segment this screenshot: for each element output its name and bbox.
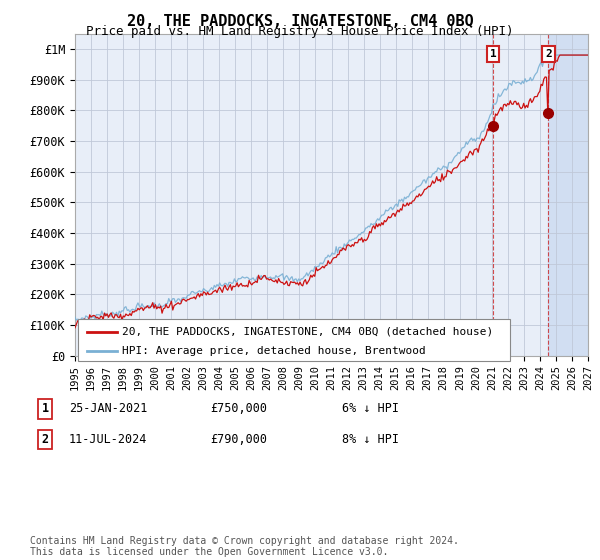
Text: Contains HM Land Registry data © Crown copyright and database right 2024.
This d: Contains HM Land Registry data © Crown c…	[30, 535, 459, 557]
Text: 20, THE PADDOCKS, INGATESTONE, CM4 0BQ: 20, THE PADDOCKS, INGATESTONE, CM4 0BQ	[127, 14, 473, 29]
Text: 1: 1	[41, 402, 49, 416]
Text: 11-JUL-2024: 11-JUL-2024	[69, 433, 148, 446]
Text: 2: 2	[41, 433, 49, 446]
Text: 25-JAN-2021: 25-JAN-2021	[69, 402, 148, 416]
Text: 2: 2	[545, 49, 552, 59]
Bar	[548, 34, 588, 356]
Text: £750,000: £750,000	[210, 402, 267, 416]
Text: 8% ↓ HPI: 8% ↓ HPI	[342, 433, 399, 446]
Text: Price paid vs. HM Land Registry's House Price Index (HPI): Price paid vs. HM Land Registry's House …	[86, 25, 514, 38]
Text: 1: 1	[490, 49, 496, 59]
Text: HPI: Average price, detached house, Brentwood: HPI: Average price, detached house, Bren…	[122, 346, 425, 356]
Text: £790,000: £790,000	[210, 433, 267, 446]
Text: 6% ↓ HPI: 6% ↓ HPI	[342, 402, 399, 416]
Text: 20, THE PADDOCKS, INGATESTONE, CM4 0BQ (detached house): 20, THE PADDOCKS, INGATESTONE, CM4 0BQ (…	[122, 327, 493, 337]
